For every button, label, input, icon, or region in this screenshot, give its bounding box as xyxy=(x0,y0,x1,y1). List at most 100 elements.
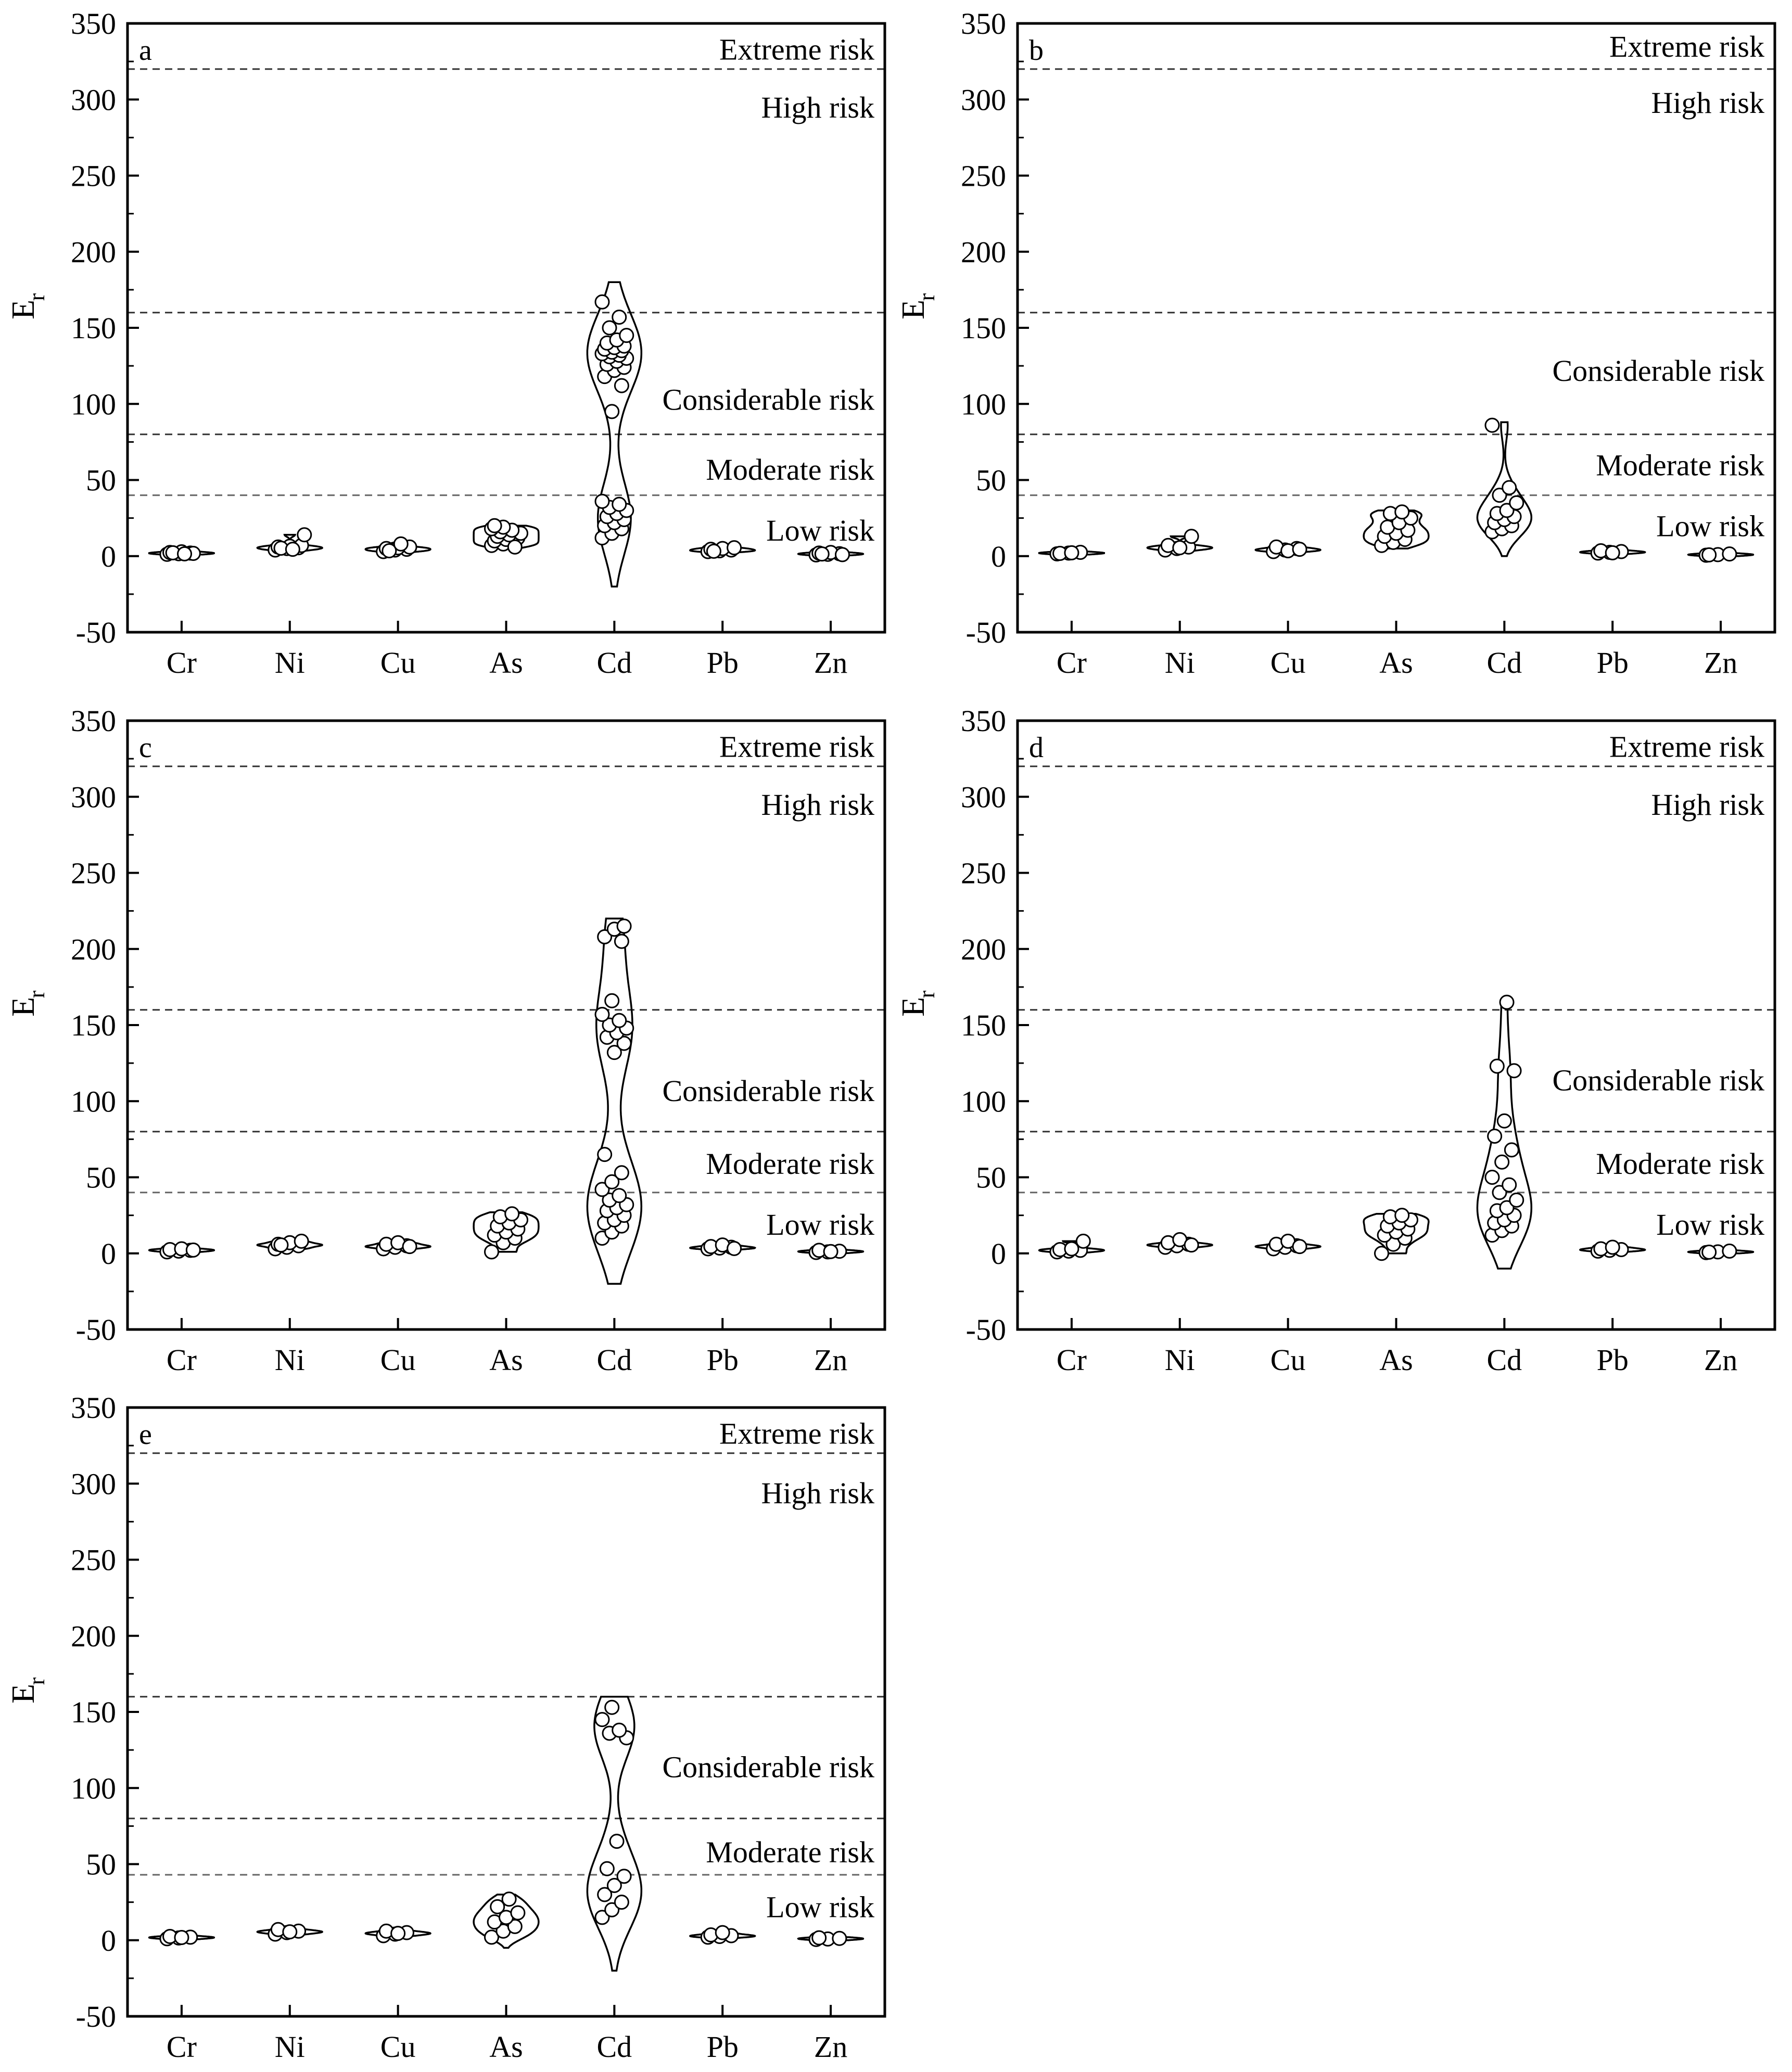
violin-Cd xyxy=(586,917,643,1285)
data-point xyxy=(1075,1233,1091,1249)
y-axis-label: E xyxy=(896,997,931,1017)
y-tick-label: 50 xyxy=(976,1161,1006,1195)
data-point xyxy=(614,1895,629,1910)
data-point xyxy=(727,1240,742,1256)
risk-label: Extreme risk xyxy=(719,730,874,764)
data-point xyxy=(185,1242,201,1258)
y-tick-label: 250 xyxy=(71,1543,116,1577)
data-point xyxy=(597,1887,613,1902)
y-tick-label: 350 xyxy=(71,7,116,41)
data-point xyxy=(484,1929,499,1945)
risk-label: High risk xyxy=(1651,86,1765,120)
data-point xyxy=(1492,488,1507,503)
data-point xyxy=(1509,495,1524,510)
data-point xyxy=(177,546,193,561)
x-tick-label: Cr xyxy=(1057,1343,1087,1377)
data-point xyxy=(501,1891,517,1907)
panel-c: -50 0 50 100 150 200 250 300 350 Cr Ni Cu As Cd Pb Zn Ex… xyxy=(6,704,886,1377)
y-tick-label: -50 xyxy=(76,616,116,649)
data-point xyxy=(510,1905,526,1921)
data-point xyxy=(604,1174,620,1190)
x-tick-label: Pb xyxy=(707,646,739,680)
x-tick-label: Cu xyxy=(1270,646,1306,680)
x-tick-label: As xyxy=(489,1343,523,1377)
x-tick-label: Zn xyxy=(1704,1343,1737,1377)
y-tick-label: 250 xyxy=(71,856,116,890)
y-axis-label-subscript: r xyxy=(914,990,939,998)
x-tick-label: Cr xyxy=(167,1343,197,1377)
data-point xyxy=(1502,480,1517,495)
data-point xyxy=(604,1699,620,1715)
data-point xyxy=(1484,417,1500,433)
risk-label: Extreme risk xyxy=(1609,730,1764,764)
y-tick-label: 100 xyxy=(71,387,116,421)
risk-label: Moderate risk xyxy=(706,1147,874,1181)
data-point xyxy=(604,404,620,419)
data-point xyxy=(390,1926,406,1941)
y-axis-label: E xyxy=(6,300,41,319)
x-tick-label: Ni xyxy=(275,1343,305,1377)
x-tick-label: As xyxy=(1379,1343,1413,1377)
y-tick-label: 250 xyxy=(961,856,1006,890)
x-tick-label: Cu xyxy=(1270,1343,1306,1377)
x-tick-label: Cr xyxy=(167,2030,197,2064)
data-point xyxy=(814,546,830,562)
data-point xyxy=(614,1165,629,1181)
data-point xyxy=(614,933,629,949)
data-point xyxy=(1374,1246,1389,1261)
panel-letter: d xyxy=(1029,732,1044,764)
data-point xyxy=(1394,1208,1410,1223)
data-point xyxy=(1184,1237,1199,1253)
y-tick-label: -50 xyxy=(76,1313,116,1347)
x-tick-label: Pb xyxy=(1597,646,1629,680)
x-tick-label: As xyxy=(489,2030,523,2064)
risk-label: Low risk xyxy=(766,514,874,547)
data-point xyxy=(604,993,620,1008)
data-point xyxy=(285,542,300,557)
violin-As xyxy=(1363,1212,1430,1255)
x-tick-label: Cu xyxy=(380,2030,416,2064)
violin-As xyxy=(473,525,540,549)
data-point xyxy=(1605,1239,1620,1255)
data-point xyxy=(606,1877,622,1893)
x-tick-label: Cd xyxy=(597,646,632,680)
data-point xyxy=(1489,1058,1505,1074)
x-tick-label: Pb xyxy=(707,1343,739,1377)
data-point xyxy=(599,1861,615,1876)
data-point xyxy=(612,1722,627,1738)
risk-label: High risk xyxy=(761,91,875,124)
y-tick-label: 200 xyxy=(961,932,1006,966)
y-axis-label: E xyxy=(6,1684,41,1704)
y-tick-label: 150 xyxy=(961,1008,1006,1042)
x-tick-label: Cd xyxy=(1487,646,1522,680)
x-tick-label: Ni xyxy=(1165,646,1195,680)
data-point xyxy=(604,1902,620,1917)
y-tick-label: 200 xyxy=(71,932,116,966)
data-point xyxy=(1394,504,1410,520)
data-point xyxy=(823,1244,838,1259)
plot-frame xyxy=(126,1406,886,2018)
x-tick-label: Cr xyxy=(167,646,197,680)
y-tick-label: 300 xyxy=(71,1467,116,1501)
data-point xyxy=(616,1869,632,1884)
data-point xyxy=(834,547,850,562)
risk-label: High risk xyxy=(1651,788,1765,822)
x-tick-label: Cr xyxy=(1057,646,1087,680)
risk-label: High risk xyxy=(761,1476,875,1510)
violin-As xyxy=(473,1894,540,1949)
data-point xyxy=(1496,1113,1512,1129)
y-axis-label: E xyxy=(896,300,931,319)
data-point xyxy=(507,539,523,555)
data-point xyxy=(1502,1177,1517,1193)
data-point xyxy=(832,1930,847,1946)
y-tick-label: 100 xyxy=(961,387,1006,421)
data-point xyxy=(597,1147,613,1162)
x-tick-label: As xyxy=(489,646,523,680)
panel-a: -50 0 50 100 150 200 250 300 350 Cr Ni Cu As Cd Pb Zn Ex… xyxy=(6,7,886,680)
y-tick-label: 50 xyxy=(86,1161,116,1195)
risk-label: Low risk xyxy=(1656,1208,1764,1242)
violin-Cd xyxy=(1476,421,1533,557)
data-point xyxy=(594,294,610,310)
data-point xyxy=(1506,1063,1522,1079)
